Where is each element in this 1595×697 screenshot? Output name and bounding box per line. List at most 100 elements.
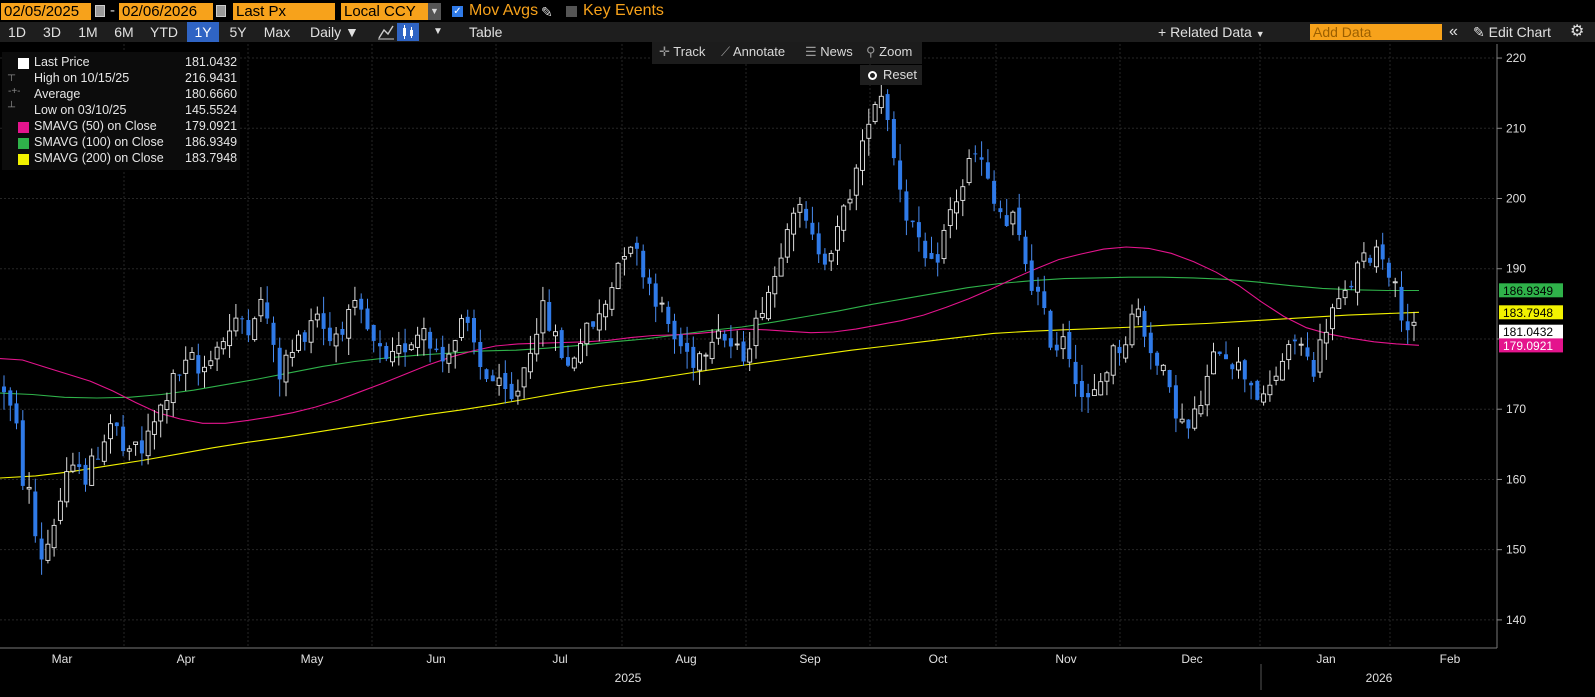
currency-select[interactable]: Local CCY — [341, 3, 428, 20]
range-button-ytd[interactable]: YTD — [150, 24, 178, 40]
candlestick-icon[interactable] — [397, 23, 419, 41]
price-tag — [1499, 283, 1563, 298]
pencil-icon: ✎ — [1473, 24, 1485, 40]
range-button-3d[interactable]: 3D — [43, 24, 61, 40]
calendar-icon[interactable] — [95, 5, 105, 17]
candle-body — [1067, 332, 1072, 359]
range-button-1m[interactable]: 1M — [78, 24, 98, 40]
candle-body — [822, 253, 827, 265]
chevron-down-icon[interactable]: ▼ — [433, 26, 443, 37]
candle-body — [101, 441, 107, 462]
candle-body — [527, 352, 533, 373]
collapse-icon[interactable]: « — [1449, 23, 1458, 40]
candle-body — [1192, 408, 1198, 429]
candle-body — [359, 298, 364, 310]
candle-body — [947, 209, 953, 226]
candle-body — [853, 167, 859, 196]
y-tick-label: 220 — [1506, 51, 1526, 65]
candle-body — [596, 313, 602, 331]
add-data-input[interactable]: Add Data — [1310, 24, 1442, 40]
candle-body — [20, 420, 25, 486]
range-button-max[interactable]: Max — [263, 24, 291, 40]
frequency-select[interactable]: Daily ▼ — [310, 24, 359, 40]
candle-body — [183, 359, 189, 374]
end-date-input[interactable]: 02/06/2026 — [119, 3, 213, 20]
candle-body — [220, 341, 226, 350]
candle-body — [571, 357, 577, 369]
candle-body — [503, 373, 508, 389]
line-chart-icon[interactable] — [377, 22, 397, 42]
price-tag — [1499, 324, 1563, 339]
candle-body — [1023, 236, 1028, 265]
candle-body — [8, 390, 13, 406]
table-button[interactable]: Table — [469, 24, 503, 40]
candle-body — [916, 222, 921, 238]
key-events-label[interactable]: Key Events — [583, 2, 664, 19]
candle-body — [1361, 252, 1367, 262]
legend-value: 179.0921 — [185, 119, 238, 133]
candle-body — [39, 538, 44, 560]
y-tick-label: 170 — [1506, 402, 1526, 416]
track-button[interactable]: ✛ Track — [659, 44, 705, 60]
average-icon: -+- — [8, 86, 21, 97]
candle-body — [378, 343, 382, 347]
news-button[interactable]: ☰ News — [805, 44, 853, 60]
candle-body — [1186, 419, 1191, 429]
price-tag-label: 179.0921 — [1503, 339, 1553, 353]
range-button-5y[interactable]: 5Y — [229, 24, 247, 40]
zoom-button[interactable]: ⚲ Zoom — [866, 44, 912, 60]
range-button-1d[interactable]: 1D — [8, 24, 26, 40]
candle-body — [96, 458, 100, 460]
range-button-1y[interactable]: 1Y — [187, 22, 219, 42]
annotate-button[interactable]: ⟋ Annotate — [721, 44, 785, 60]
candle-body — [196, 355, 201, 374]
chart-legend: Last Price 181.0432 ┬ High on 10/15/25 2… — [2, 52, 240, 170]
x-tick-label: Nov — [1055, 652, 1076, 666]
x-tick-label: Sep — [799, 652, 821, 666]
chevron-down-icon[interactable]: ▼ — [428, 3, 441, 20]
candle-body — [1079, 381, 1084, 397]
y-tick-label: 140 — [1506, 613, 1526, 627]
candle-body — [408, 344, 414, 351]
candle-body — [70, 464, 76, 472]
candle-body — [177, 374, 182, 376]
price-tag-label: 181.0432 — [1503, 325, 1553, 339]
start-date-input[interactable]: 02/05/2025 — [1, 3, 91, 20]
candle-body — [490, 375, 495, 382]
candle-body — [860, 140, 865, 171]
candle-body — [428, 331, 433, 349]
frequency-label: Daily — [310, 24, 342, 40]
range-button-6m[interactable]: 6M — [114, 24, 134, 40]
candle-body — [1204, 375, 1210, 406]
field-select[interactable]: Last Px — [233, 3, 335, 20]
candle-body — [1217, 351, 1222, 354]
candle-body — [1292, 339, 1297, 342]
candle-body — [1048, 310, 1053, 348]
candle-body — [540, 300, 546, 334]
candle-body — [810, 222, 815, 235]
key-events-checkbox[interactable] — [566, 6, 577, 17]
edit-chart-button[interactable]: ✎ Edit Chart — [1473, 22, 1551, 42]
calendar-icon[interactable] — [216, 5, 226, 17]
candle-body — [227, 330, 233, 347]
legend-label: SMAVG (200) on Close — [34, 151, 164, 165]
legend-label: SMAVG (100) on Close — [34, 135, 164, 149]
candle-body — [797, 203, 803, 213]
pencil-icon[interactable]: ✎ — [541, 4, 553, 20]
candle-body — [1110, 345, 1116, 376]
candle-body — [666, 306, 671, 324]
candle-body — [691, 346, 696, 368]
candle-body — [804, 208, 809, 221]
gear-icon[interactable]: ⚙ — [1570, 23, 1585, 40]
y-tick-label: 200 — [1506, 192, 1526, 206]
related-data-button[interactable]: + Related Data ▼ — [1158, 24, 1265, 40]
mov-avgs-checkbox[interactable]: ✓ — [452, 6, 463, 17]
candle-body — [108, 423, 113, 440]
line-chart-icon-glyph — [378, 25, 394, 40]
reset-button[interactable]: Reset — [860, 65, 922, 85]
candle-body — [878, 95, 884, 109]
candle-body — [772, 275, 778, 295]
mov-avgs-label[interactable]: Mov Avgs — [469, 2, 539, 19]
sma50-line — [0, 246, 1420, 424]
